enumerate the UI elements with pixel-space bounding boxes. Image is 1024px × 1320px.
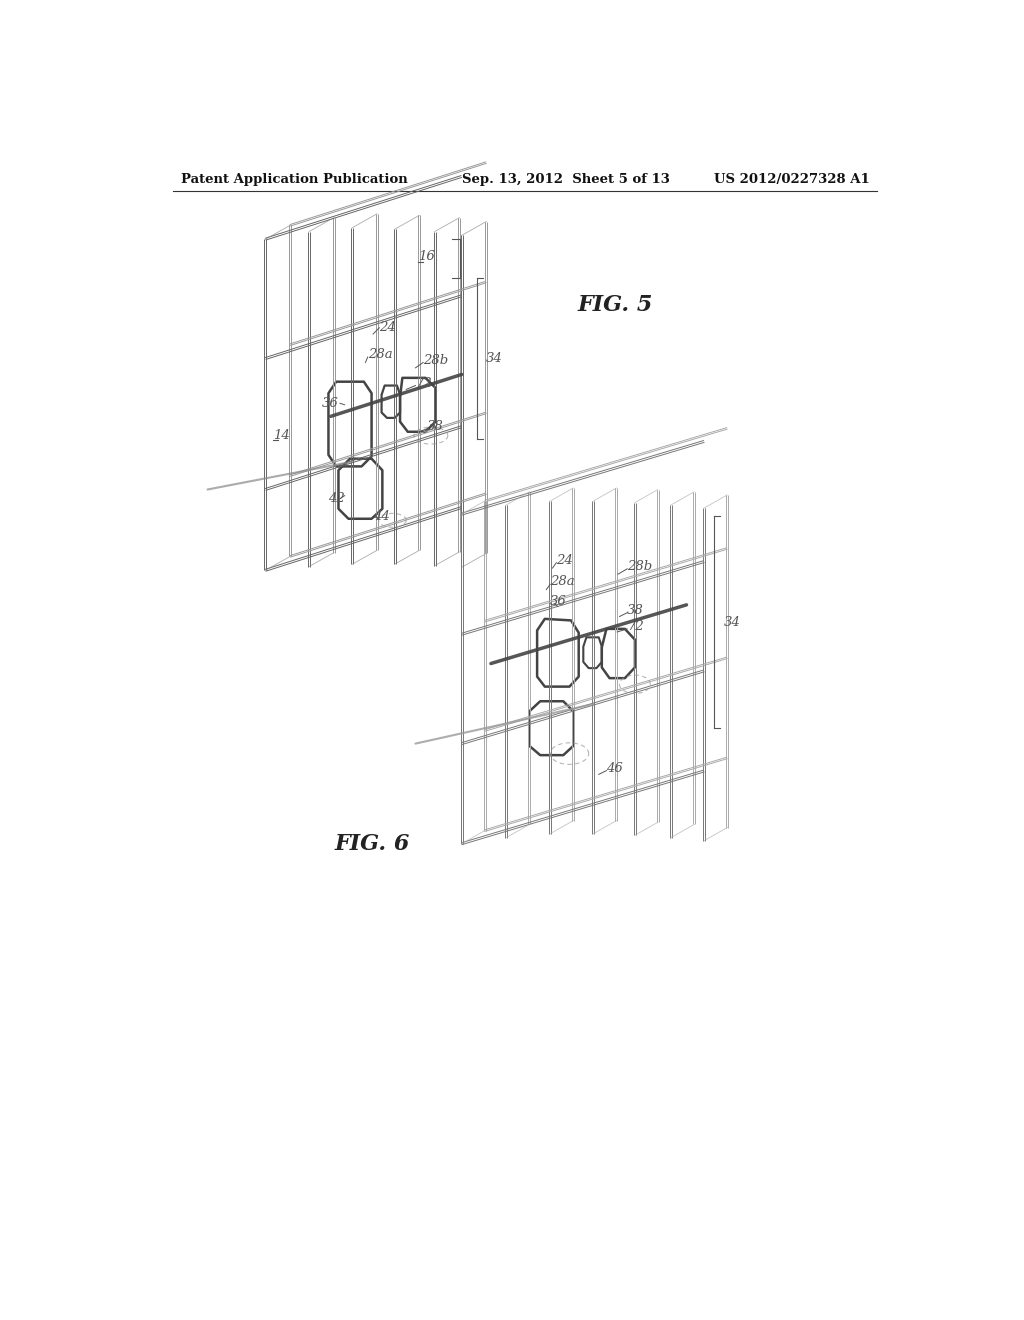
Text: US 2012/0227328 A1: US 2012/0227328 A1 [714, 173, 869, 186]
Text: 34: 34 [486, 352, 503, 366]
Text: FIG. 6: FIG. 6 [335, 833, 410, 855]
Text: 34: 34 [724, 616, 740, 630]
Text: 24: 24 [556, 554, 573, 566]
Text: 24: 24 [379, 321, 396, 334]
Text: 28a: 28a [550, 576, 574, 589]
Text: 72: 72 [628, 620, 644, 634]
Text: 14: 14 [273, 429, 290, 442]
Text: 44: 44 [373, 510, 390, 523]
Text: Patent Application Publication: Patent Application Publication [180, 173, 408, 186]
Text: 38: 38 [427, 420, 443, 433]
Text: 28b: 28b [423, 354, 449, 367]
Text: 46: 46 [606, 762, 624, 775]
Text: 36: 36 [322, 397, 338, 409]
Text: 28b: 28b [628, 560, 652, 573]
Text: 72: 72 [416, 376, 432, 389]
Text: 28a: 28a [368, 348, 392, 362]
Text: 38: 38 [628, 603, 644, 616]
Text: Sep. 13, 2012  Sheet 5 of 13: Sep. 13, 2012 Sheet 5 of 13 [462, 173, 670, 186]
Text: 16: 16 [418, 251, 434, 264]
Text: FIG. 5: FIG. 5 [578, 294, 652, 315]
Text: 36: 36 [550, 594, 567, 607]
Text: 42: 42 [329, 492, 345, 506]
